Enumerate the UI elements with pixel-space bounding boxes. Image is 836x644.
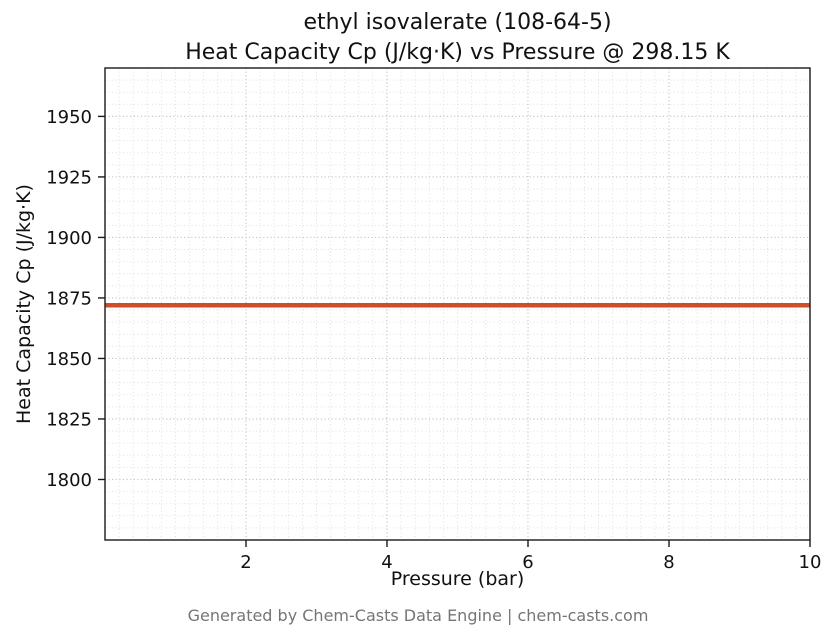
- y-tick-label: 1925: [46, 167, 92, 188]
- plot-border: [104, 67, 811, 541]
- x-tick-label: 4: [381, 552, 392, 573]
- y-tick-label: 1850: [46, 349, 92, 370]
- y-tick-label: 1825: [46, 409, 92, 430]
- chart-title-line1: ethyl isovalerate (108-64-5): [303, 10, 612, 35]
- y-tick-label: 1950: [46, 107, 92, 128]
- x-axis-label: Pressure (bar): [390, 568, 525, 590]
- y-tick-label: 1800: [46, 470, 92, 491]
- y-tick-label: 1900: [46, 228, 92, 249]
- x-tick-label: 10: [799, 552, 822, 573]
- chart-title-line2: Heat Capacity Cp (J/kg·K) vs Pressure @ …: [185, 39, 730, 65]
- x-tick-label: 2: [240, 552, 251, 573]
- y-axis-label: Heat Capacity Cp (J/kg·K): [13, 184, 35, 424]
- x-tick-label: 6: [522, 552, 533, 573]
- y-tick-label: 1875: [46, 288, 92, 309]
- footer-text: Generated by Chem-Casts Data Engine | ch…: [187, 606, 649, 625]
- chart-title: ethyl isovalerate (108-64-5) Heat Capaci…: [105, 8, 810, 67]
- x-tick-label: 8: [663, 552, 674, 573]
